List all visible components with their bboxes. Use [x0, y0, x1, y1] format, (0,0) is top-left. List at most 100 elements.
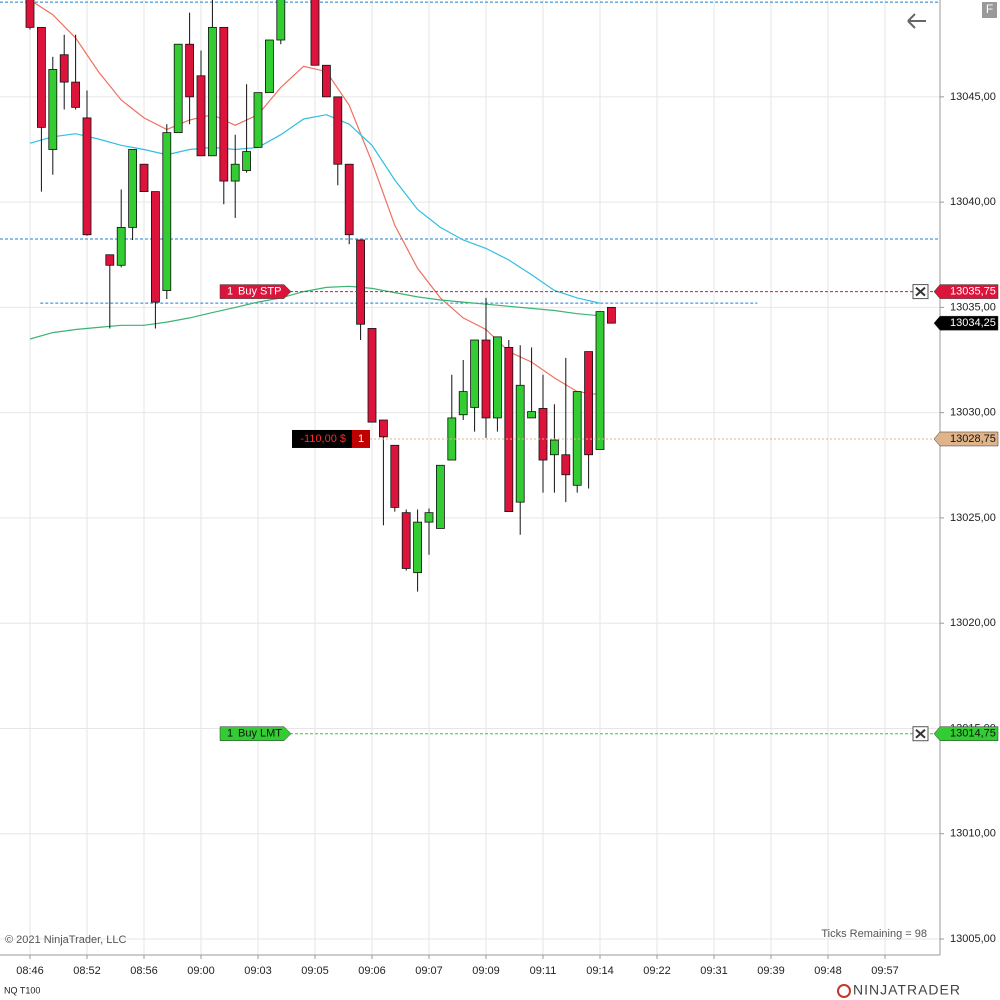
x-tick-label: 09:39 — [757, 965, 785, 977]
x-tick-label: 09:09 — [472, 965, 500, 977]
candle-body — [401, 512, 411, 569]
candle-body — [470, 339, 479, 408]
order-tag[interactable] — [219, 284, 292, 299]
candle-body — [356, 239, 366, 325]
price-tag-label: 13035,75 — [950, 286, 996, 298]
price-tag — [933, 284, 999, 299]
x-tick-label: 08:56 — [130, 965, 158, 977]
position-quantity: 1 — [358, 433, 364, 445]
y-tick-label: 13005,00 — [950, 933, 996, 945]
y-tick-label: 13040,00 — [950, 196, 996, 208]
price-tag — [933, 315, 999, 331]
indicator-line — [29, 114, 601, 304]
x-tick-label: 09:22 — [643, 965, 671, 977]
candle-body — [37, 26, 46, 128]
order-quantity: 1 — [227, 728, 233, 740]
y-tick-label: 13020,00 — [950, 617, 996, 629]
candle-body — [367, 328, 377, 423]
price-tag — [933, 431, 999, 447]
back-arrow[interactable] — [907, 13, 926, 29]
candle-body — [219, 26, 229, 182]
x-tick-label: 09:06 — [358, 965, 386, 977]
candle-body — [162, 132, 172, 291]
x-tick-label: 09:14 — [586, 965, 614, 977]
button-f[interactable] — [982, 2, 997, 18]
candle-body — [276, 0, 286, 41]
candle-body — [527, 411, 536, 419]
candle-body — [82, 117, 92, 236]
x-tick-label: 09:11 — [530, 965, 557, 977]
y-tick-label: 13010,00 — [950, 828, 996, 840]
candle-body — [436, 464, 445, 529]
button-label: F — [986, 2, 993, 16]
price-tag-label: 13028,75 — [950, 433, 996, 445]
order-label: Buy LMT — [238, 728, 282, 740]
pnl-box — [292, 429, 352, 448]
order-tag[interactable] — [219, 726, 292, 741]
candle-body — [549, 439, 559, 456]
candle-body — [116, 226, 126, 266]
x-tick-label: 08:46 — [16, 965, 44, 977]
candle-body — [230, 163, 240, 182]
candle-body — [59, 54, 69, 83]
candle-body — [333, 96, 343, 165]
x-tick-label: 09:31 — [700, 965, 728, 977]
order-quantity: 1 — [227, 286, 233, 298]
x-tick-label: 09:03 — [244, 965, 272, 977]
candle-body — [71, 81, 81, 108]
candle-body — [139, 163, 149, 192]
candle-body — [344, 163, 354, 236]
candle-body — [25, 0, 35, 28]
candle-body — [458, 391, 468, 416]
candle-body — [48, 69, 58, 150]
ticks-remaining: Ticks Remaining = 98 — [821, 928, 927, 940]
candle-body — [253, 92, 263, 148]
cancel-icon — [915, 728, 926, 739]
candle-body — [196, 75, 206, 157]
y-tick-label: 13025,00 — [950, 512, 996, 524]
cancel-icon — [915, 286, 926, 297]
copyright: © 2021 NinjaTrader, LLC — [5, 934, 126, 946]
candle-body — [572, 391, 582, 486]
y-tick-label: 13035,00 — [950, 301, 996, 313]
overlay: 1 Buy STP 1 Buy LMT -110,00 $ 1 — [219, 284, 935, 742]
candle-body — [185, 43, 195, 98]
candle-body — [242, 151, 252, 171]
candle-body — [595, 311, 605, 450]
x-tick-label: 09:48 — [814, 965, 842, 977]
candle-body — [492, 336, 502, 419]
candle-body — [413, 521, 423, 574]
candle-body — [481, 339, 491, 419]
candle-body — [173, 43, 183, 134]
indicator-line — [29, 285, 601, 340]
x-tick-label: 09:07 — [415, 965, 443, 977]
y-tick-label: 13045,00 — [950, 91, 996, 103]
candle-body — [390, 444, 400, 508]
brand: NINJATRADER — [853, 982, 961, 998]
brand-logo — [837, 984, 851, 998]
candle-body — [584, 351, 593, 456]
candle-body — [504, 346, 514, 513]
position-box[interactable] — [352, 429, 370, 448]
candle-body — [208, 26, 217, 157]
price-tag-label: 13034,25 — [950, 317, 996, 329]
candle-body — [151, 191, 160, 303]
candle-body — [379, 419, 388, 438]
y-tick-label: 13030,00 — [950, 407, 996, 419]
x-tick-label: 08:52 — [73, 965, 101, 977]
x-tick-label: 09:00 — [187, 965, 215, 977]
candle-body — [424, 512, 434, 523]
price-tag — [933, 726, 999, 741]
x-tick-label: 09:57 — [871, 965, 899, 977]
pnl: -110,00 $ — [300, 433, 346, 445]
candle-body — [606, 306, 616, 324]
candle-body — [561, 454, 571, 476]
price-tag-label: 13014,75 — [950, 728, 996, 740]
candle-body — [515, 384, 525, 503]
candle-body — [322, 64, 331, 98]
grid — [0, 0, 940, 955]
order-label: Buy STP — [238, 286, 281, 298]
candle-body — [105, 254, 115, 266]
